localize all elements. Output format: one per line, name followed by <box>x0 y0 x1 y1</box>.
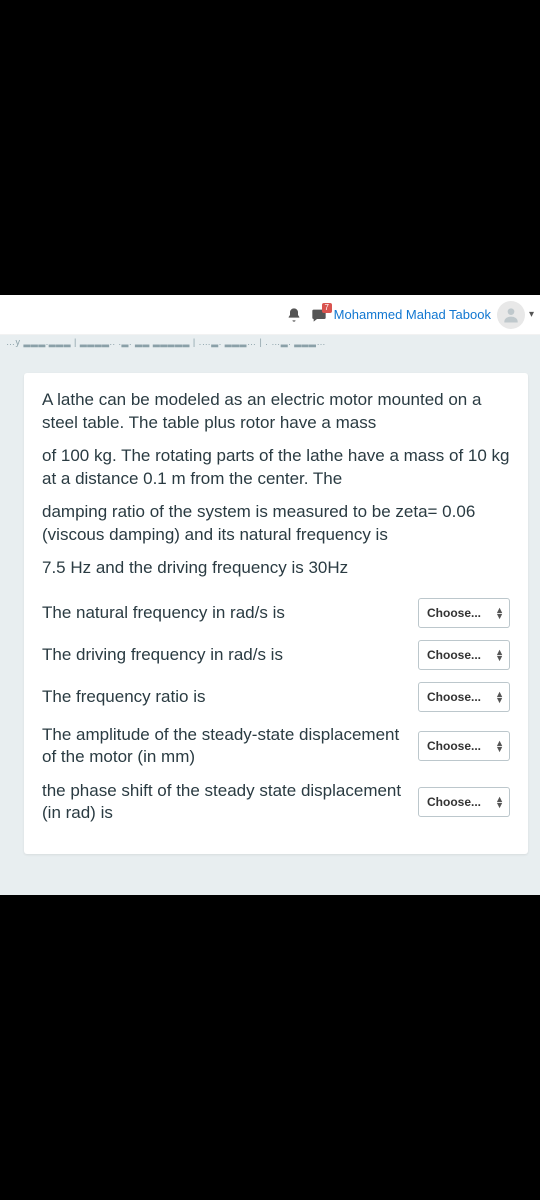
answer-row: The driving frequency in rad/s is Choose… <box>42 634 510 676</box>
breadcrumb: …y ▂▂▂.▂▂▂ | ▂▂▂▂.. .▂. ▂▂ ▂▂▂▂▂ | .…▂. … <box>6 337 326 348</box>
answer-prompt: The frequency ratio is <box>42 686 404 708</box>
answer-select-wrap: Choose... ▲▼ <box>418 682 510 712</box>
answer-select-wrap: Choose... ▲▼ <box>418 640 510 670</box>
answer-select-wrap: Choose... ▲▼ <box>418 787 510 817</box>
answer-select[interactable]: Choose... <box>418 598 510 628</box>
answer-row: the phase shift of the steady state disp… <box>42 774 510 830</box>
question-paragraph: damping ratio of the system is measured … <box>42 501 510 547</box>
screenshot-viewport: 7 Mohammed Mahad Tabook ▾ …y ▂▂▂.▂▂▂ | ▂… <box>0 295 540 895</box>
question-paragraph: 7.5 Hz and the driving frequency is 30Hz <box>42 557 510 580</box>
user-avatar[interactable] <box>497 301 525 329</box>
user-menu-caret-icon[interactable]: ▾ <box>529 309 534 320</box>
answers-list: The natural frequency in rad/s is Choose… <box>42 592 510 830</box>
answer-select-wrap: Choose... ▲▼ <box>418 731 510 761</box>
answer-prompt: the phase shift of the steady state disp… <box>42 780 404 824</box>
answer-select[interactable]: Choose... <box>418 640 510 670</box>
messages-badge: 7 <box>322 303 332 313</box>
answer-prompt: The driving frequency in rad/s is <box>42 644 404 666</box>
answer-select[interactable]: Choose... <box>418 787 510 817</box>
question-text: A lathe can be modeled as an electric mo… <box>42 389 510 580</box>
answer-select[interactable]: Choose... <box>418 682 510 712</box>
answer-prompt: The amplitude of the steady-state displa… <box>42 724 404 768</box>
question-paragraph: A lathe can be modeled as an electric mo… <box>42 389 510 435</box>
answer-row: The natural frequency in rad/s is Choose… <box>42 592 510 634</box>
answer-select-wrap: Choose... ▲▼ <box>418 598 510 628</box>
notifications-bell-icon[interactable] <box>286 307 302 323</box>
top-navbar: 7 Mohammed Mahad Tabook ▾ <box>0 295 540 335</box>
answer-prompt: The natural frequency in rad/s is <box>42 602 404 624</box>
answer-row: The amplitude of the steady-state displa… <box>42 718 510 774</box>
user-name-link[interactable]: Mohammed Mahad Tabook <box>334 307 491 322</box>
question-card: A lathe can be modeled as an electric mo… <box>24 373 528 854</box>
messages-icon[interactable]: 7 <box>310 307 328 323</box>
answer-select[interactable]: Choose... <box>418 731 510 761</box>
answer-row: The frequency ratio is Choose... ▲▼ <box>42 676 510 718</box>
question-paragraph: of 100 kg. The rotating parts of the lat… <box>42 445 510 491</box>
